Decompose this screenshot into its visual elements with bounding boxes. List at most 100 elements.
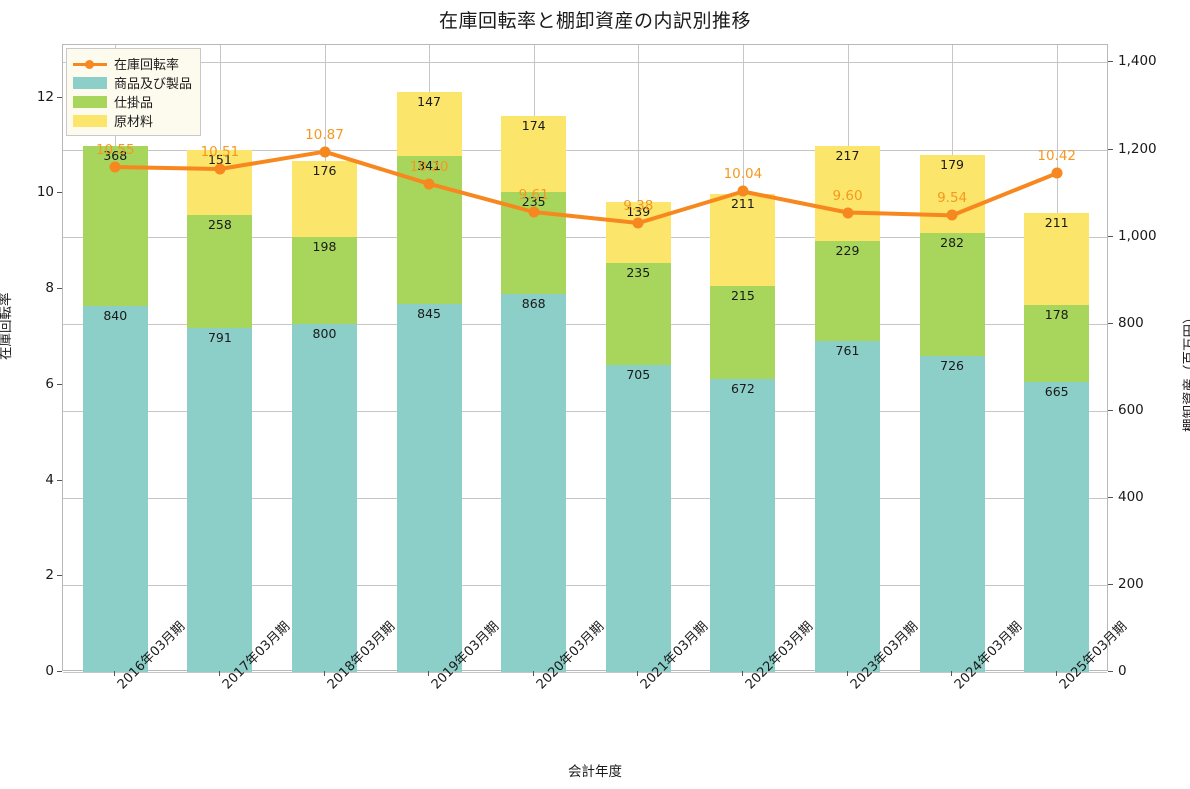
bar-value-label: 705 xyxy=(626,367,651,383)
tick-mark xyxy=(846,671,848,676)
gridline-horizontal xyxy=(63,497,1107,499)
bar-value-label: 229 xyxy=(835,242,860,258)
bar-value-label: 211 xyxy=(1044,215,1069,231)
y-axis-tick-right: 200 xyxy=(1118,575,1144,592)
bar-value-label: 198 xyxy=(312,239,337,255)
bar-value-label: 215 xyxy=(730,287,755,303)
bar-value-label: 761 xyxy=(835,342,860,358)
legend-item[interactable]: 仕掛品 xyxy=(73,92,192,111)
line-marker xyxy=(946,209,958,221)
line-marker xyxy=(737,185,749,197)
bar-segment: 800 xyxy=(292,323,357,672)
tick-mark xyxy=(57,96,62,98)
bar-segment: 868 xyxy=(501,294,567,672)
bar-value-label: 840 xyxy=(103,308,128,324)
bar-segment: 176 xyxy=(292,160,357,238)
line-value-label: 9.54 xyxy=(937,190,968,207)
bar-segment: 840 xyxy=(82,306,148,672)
bar-segment: 198 xyxy=(292,237,357,324)
bar-value-label: 258 xyxy=(207,217,232,233)
y-axis-tick-left: 4 xyxy=(45,471,54,488)
legend-item[interactable]: 在庫回転率 xyxy=(73,54,192,73)
line-value-label: 9.60 xyxy=(832,187,863,204)
legend-item-label: 原材料 xyxy=(114,115,154,130)
plot-area: 840 368 791 258 151 800 198 176 845 341 147 868 235 1… xyxy=(62,44,1108,673)
y-axis-label-right: 棚卸資産（百万円） xyxy=(1182,310,1190,433)
bar-segment: 258 xyxy=(187,215,253,328)
tick-mark xyxy=(637,671,639,676)
y-axis-label-left: 在庫回転率 xyxy=(0,292,14,361)
tick-mark xyxy=(428,671,430,676)
tick-mark xyxy=(1108,496,1113,498)
x-axis-tick: 2025年03月期 xyxy=(1054,619,1130,692)
bar-value-label: 665 xyxy=(1044,384,1069,400)
bar-value-label: 672 xyxy=(730,381,755,397)
x-axis-tick: 2022年03月期 xyxy=(740,619,816,692)
y-axis-tick-left: 2 xyxy=(45,567,54,584)
tick-mark xyxy=(1055,671,1057,676)
chart-title: 在庫回転率と棚卸資産の内訳別推移 xyxy=(438,10,751,32)
bar-segment: 139 xyxy=(605,202,671,263)
y-axis-tick-right: 0 xyxy=(1118,663,1127,679)
legend-item[interactable]: 原材料 xyxy=(73,111,192,130)
line-value-label: 9.38 xyxy=(623,198,654,215)
y-axis-tick-right: 600 xyxy=(1118,401,1144,418)
line-marker xyxy=(214,163,226,175)
line-marker xyxy=(632,217,644,229)
bar-value-label: 368 xyxy=(103,148,128,164)
bar-segment: 178 xyxy=(1024,304,1090,383)
tick-mark xyxy=(741,671,743,676)
legend-color-swatch xyxy=(73,76,107,89)
bar-segment: 211 xyxy=(1024,213,1090,305)
bar-value-label: 235 xyxy=(521,193,546,209)
bar-value-label: 147 xyxy=(417,93,442,109)
y-axis-tick-right: 800 xyxy=(1118,314,1144,331)
bar-segment: 845 xyxy=(396,304,462,672)
line-value-label: 10.51 xyxy=(200,143,240,160)
bar-segment: 217 xyxy=(815,146,880,241)
x-axis-tick: 2020年03月期 xyxy=(531,619,607,692)
tick-mark xyxy=(218,671,220,676)
y-axis-tick-left: 12 xyxy=(36,88,54,105)
legend-color-swatch xyxy=(73,95,107,108)
bar-value-label: 845 xyxy=(417,306,442,322)
y-axis-tick-left: 6 xyxy=(45,375,54,392)
tick-mark xyxy=(57,383,62,385)
tick-mark xyxy=(532,671,534,676)
x-axis-tick: 2023年03月期 xyxy=(845,619,920,692)
bar-segment: 147 xyxy=(396,91,462,156)
gridline-horizontal xyxy=(63,410,1107,412)
bar-segment: 665 xyxy=(1024,382,1090,672)
chart-legend: 在庫回転率 商品及び製品 仕掛品原材料 xyxy=(66,48,202,136)
tick-mark xyxy=(1108,671,1113,672)
line-marker xyxy=(423,178,435,190)
line-value-label: 10.04 xyxy=(723,166,763,183)
y-axis-tick-right: 1,000 xyxy=(1118,227,1157,244)
inventory-turnover-line xyxy=(113,149,1059,225)
tick-mark xyxy=(114,671,116,676)
bar-segment: 174 xyxy=(501,115,567,192)
bar-segment: 235 xyxy=(605,262,671,366)
bar-value-label: 791 xyxy=(207,329,232,345)
x-axis-tick: 2019年03月期 xyxy=(426,619,502,692)
gridline-horizontal xyxy=(63,149,1107,151)
x-axis-tick: 2016年03月期 xyxy=(112,619,188,692)
gridline-horizontal xyxy=(63,62,1107,64)
x-axis-tick: 2018年03月期 xyxy=(322,619,397,692)
line-value-label: 9.61 xyxy=(518,187,549,204)
tick-mark xyxy=(1108,409,1113,411)
legend-item-label: 在庫回転率 xyxy=(114,58,180,73)
gridline-horizontal xyxy=(63,236,1107,238)
bar-segment: 282 xyxy=(919,233,985,356)
legend-item[interactable]: 商品及び製品 xyxy=(73,73,192,92)
x-axis-label: 会計年度 xyxy=(568,764,622,780)
tick-mark xyxy=(57,192,62,194)
line-marker-icon xyxy=(73,58,107,70)
bar-value-label: 800 xyxy=(312,325,337,341)
line-value-label: 10.42 xyxy=(1037,148,1077,165)
bar-value-label: 174 xyxy=(521,117,546,133)
bar-value-label: 868 xyxy=(521,296,546,312)
bar-value-label: 151 xyxy=(207,151,232,167)
y-axis-tick-left: 0 xyxy=(45,663,54,679)
